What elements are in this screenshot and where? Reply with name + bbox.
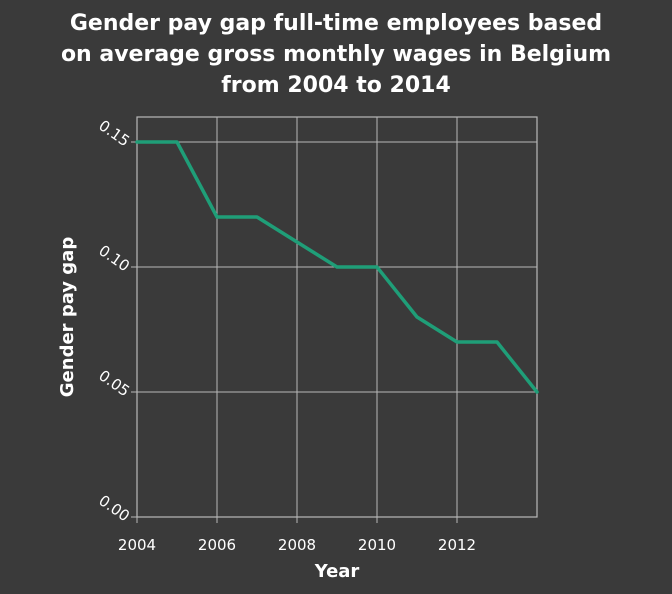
series-layer xyxy=(135,140,539,394)
data-point xyxy=(455,340,459,344)
series-line xyxy=(135,140,539,394)
data-point xyxy=(335,265,339,269)
chart-title-line-3: from 2004 to 2014 xyxy=(221,73,451,98)
data-point xyxy=(495,340,499,344)
plot-frame xyxy=(136,116,538,518)
chart-title-line-1: Gender pay gap full-time employees based xyxy=(70,11,602,36)
chart-title-line-2: on average gross monthly wages in Belgiu… xyxy=(61,42,611,67)
data-point xyxy=(215,215,219,219)
y-axis-label: Gender pay gap xyxy=(57,237,78,398)
x-tick-label: 2006 xyxy=(198,536,236,554)
data-point xyxy=(295,240,299,244)
x-tick-label: 2010 xyxy=(358,536,396,554)
data-point xyxy=(535,390,539,394)
data-point xyxy=(135,140,139,144)
data-point xyxy=(255,215,259,219)
x-tick-label: 2004 xyxy=(118,536,156,554)
axis-layer xyxy=(136,116,538,518)
x-axis-label: Year xyxy=(314,561,360,582)
data-point xyxy=(415,315,419,319)
x-tick-label: 2008 xyxy=(278,536,316,554)
x-tick-label: 2012 xyxy=(438,536,476,554)
data-point xyxy=(175,140,179,144)
data-point xyxy=(375,265,379,269)
